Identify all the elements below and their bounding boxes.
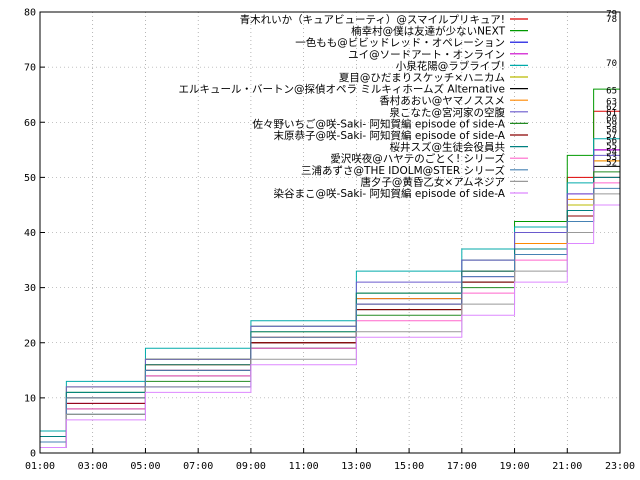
x-tick-label: 09:00 bbox=[236, 461, 266, 472]
legend-entry-label: 一色もも@ビビッドレッド・オペレーション bbox=[295, 36, 505, 49]
y-tick-label: 40 bbox=[24, 228, 36, 239]
legend-entry-label: 愛沢咲夜@ハヤテのごとく! シリーズ bbox=[330, 152, 505, 165]
series-end-label: 70 bbox=[606, 59, 617, 69]
series-end-label: 61 bbox=[606, 109, 617, 119]
x-tick-label: 03:00 bbox=[78, 461, 108, 472]
x-tick-label: 11:00 bbox=[289, 461, 319, 472]
x-tick-label: 21:00 bbox=[552, 461, 582, 472]
series-end-label: 62 bbox=[606, 103, 617, 113]
x-tick-label: 01:00 bbox=[25, 461, 55, 472]
series-end-label: 56 bbox=[606, 136, 617, 146]
y-tick-label: 0 bbox=[30, 449, 36, 460]
x-tick-label: 17:00 bbox=[447, 461, 477, 472]
legend-entry-label: 桜井スズ@生徒会役員共 bbox=[390, 141, 506, 154]
legend-entry-label: 青木れいか（キュアビューティ）@スマイルプリキュア! bbox=[240, 13, 505, 26]
y-tick-label: 30 bbox=[24, 283, 36, 294]
series-end-label: 55 bbox=[606, 142, 617, 152]
series-end-label: 63 bbox=[606, 98, 617, 108]
x-tick-label: 19:00 bbox=[499, 461, 529, 472]
x-tick-label: 23:00 bbox=[605, 461, 635, 472]
series-end-label: 79 bbox=[606, 10, 617, 20]
legend-entry-label: エルキュール・バートン@探偵オペラ ミルキィホームズ Alternative bbox=[179, 83, 505, 96]
series-end-label: 54 bbox=[606, 147, 617, 157]
y-tick-label: 60 bbox=[24, 118, 36, 129]
x-tick-label: 13:00 bbox=[341, 461, 371, 472]
legend-entry-label: 唐夕子@黄昏乙女×アムネジア bbox=[360, 175, 505, 188]
y-tick-label: 50 bbox=[24, 173, 36, 184]
y-tick-label: 80 bbox=[24, 8, 36, 19]
series-end-label: 65 bbox=[606, 87, 617, 97]
series-end-label: 58 bbox=[606, 125, 617, 135]
x-axis-ticks: 01:00 03:00 05:00 07:00 09:00 11:00 13:00 15:00… bbox=[25, 448, 635, 472]
series-end-label: 78 bbox=[606, 15, 617, 25]
series-end-label: 57 bbox=[606, 131, 617, 141]
legend-entry-label: 小泉花陽@ラブライブ! bbox=[396, 59, 505, 72]
x-tick-label: 07:00 bbox=[183, 461, 213, 472]
legend-entry-label: 香村あおい@ヤマノススメ bbox=[379, 94, 505, 107]
series-line bbox=[40, 166, 621, 448]
y-tick-label: 70 bbox=[24, 63, 36, 74]
legend: 青木れいか（キュアビューティ）@スマイルプリキュア!楠幸村@僕は友達が少ないNE… bbox=[179, 13, 528, 200]
series-line bbox=[40, 160, 621, 448]
series-end-label: 59 bbox=[606, 120, 617, 130]
legend-entry-label: 三浦あずさ@THE IDOLM@STER シリーズ bbox=[301, 164, 505, 177]
legend-entry-label: ユイ@ソードアート・オンライン bbox=[348, 49, 505, 61]
legend-entry-label: 夏目@ひだまりスケッチ×ハニカム bbox=[339, 72, 505, 84]
series-end-label: 53 bbox=[606, 153, 617, 163]
legend-entry-label: 染谷まこ@咲-Saki- 阿知賀編 episode of side-A bbox=[274, 187, 506, 200]
series-end-label: 52 bbox=[606, 158, 617, 168]
series-end-label: 60 bbox=[606, 114, 617, 124]
x-tick-label: 05:00 bbox=[130, 461, 160, 472]
x-tick-label: 15:00 bbox=[394, 461, 424, 472]
legend-entry-label: 末原恭子@咲-Saki- 阿知賀編 episode of side-A bbox=[274, 129, 506, 142]
y-axis-ticks: 0 10 20 30 40 50 60 70 80 bbox=[24, 8, 45, 460]
legend-entry-label: 楠幸村@僕は友達が少ないNEXT bbox=[351, 25, 505, 38]
y-tick-label: 20 bbox=[24, 338, 36, 349]
legend-entry-label: 佐々野いちご@咲-Saki- 阿知賀編 episode of side-A bbox=[253, 117, 506, 130]
series-lines bbox=[40, 17, 621, 448]
y-tick-label: 10 bbox=[24, 393, 36, 404]
legend-entry-label: 泉こなた@宮河家の空腹 bbox=[390, 106, 506, 119]
